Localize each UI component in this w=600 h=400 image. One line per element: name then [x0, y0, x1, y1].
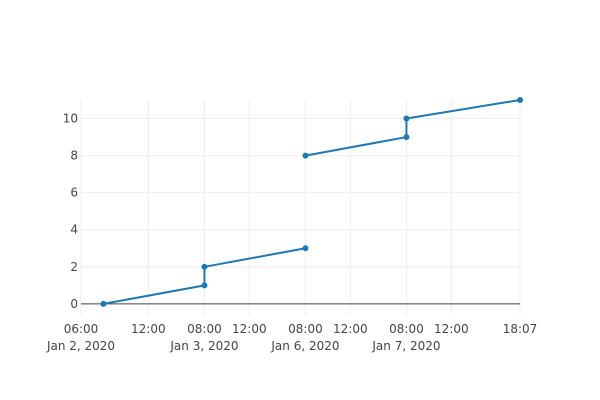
data-point — [201, 263, 208, 270]
series-line-segment — [304, 99, 521, 157]
x-tick-label: 12:00 — [333, 322, 368, 336]
x-tick-label: 06:00 — [64, 322, 99, 336]
x-tick-date-label: Jan 6, 2020 — [270, 339, 339, 353]
x-tick-label: 12:00 — [434, 322, 469, 336]
y-tick-label: 2 — [70, 260, 78, 274]
data-point — [302, 152, 309, 159]
x-tick-label: 08:00 — [187, 322, 222, 336]
y-tick-label: 6 — [70, 186, 78, 200]
x-tick-label: 08:00 — [389, 322, 424, 336]
data-point — [403, 134, 410, 141]
y-tick-label: 10 — [63, 112, 78, 126]
y-tick-label: 4 — [70, 223, 78, 237]
x-tick-label: 18:07 — [503, 322, 538, 336]
series-layer — [100, 97, 523, 307]
x-tick-label: 12:00 — [131, 322, 166, 336]
data-point — [403, 115, 410, 122]
data-point — [517, 97, 523, 103]
x-tick-date-label: Jan 3, 2020 — [169, 339, 238, 353]
x-tick-date-label: Jan 7, 2020 — [371, 339, 440, 353]
x-tick-label: 08:00 — [288, 322, 323, 336]
data-point — [201, 282, 208, 289]
series-line-segment — [102, 247, 307, 305]
x-tick-label: 12:00 — [232, 322, 267, 336]
grid-layer — [80, 100, 521, 315]
y-tick-label: 0 — [70, 297, 78, 311]
y-tick-label: 8 — [70, 149, 78, 163]
data-point — [100, 300, 107, 307]
data-point — [302, 245, 309, 252]
x-tick-date-label: Jan 2, 2020 — [46, 339, 115, 353]
